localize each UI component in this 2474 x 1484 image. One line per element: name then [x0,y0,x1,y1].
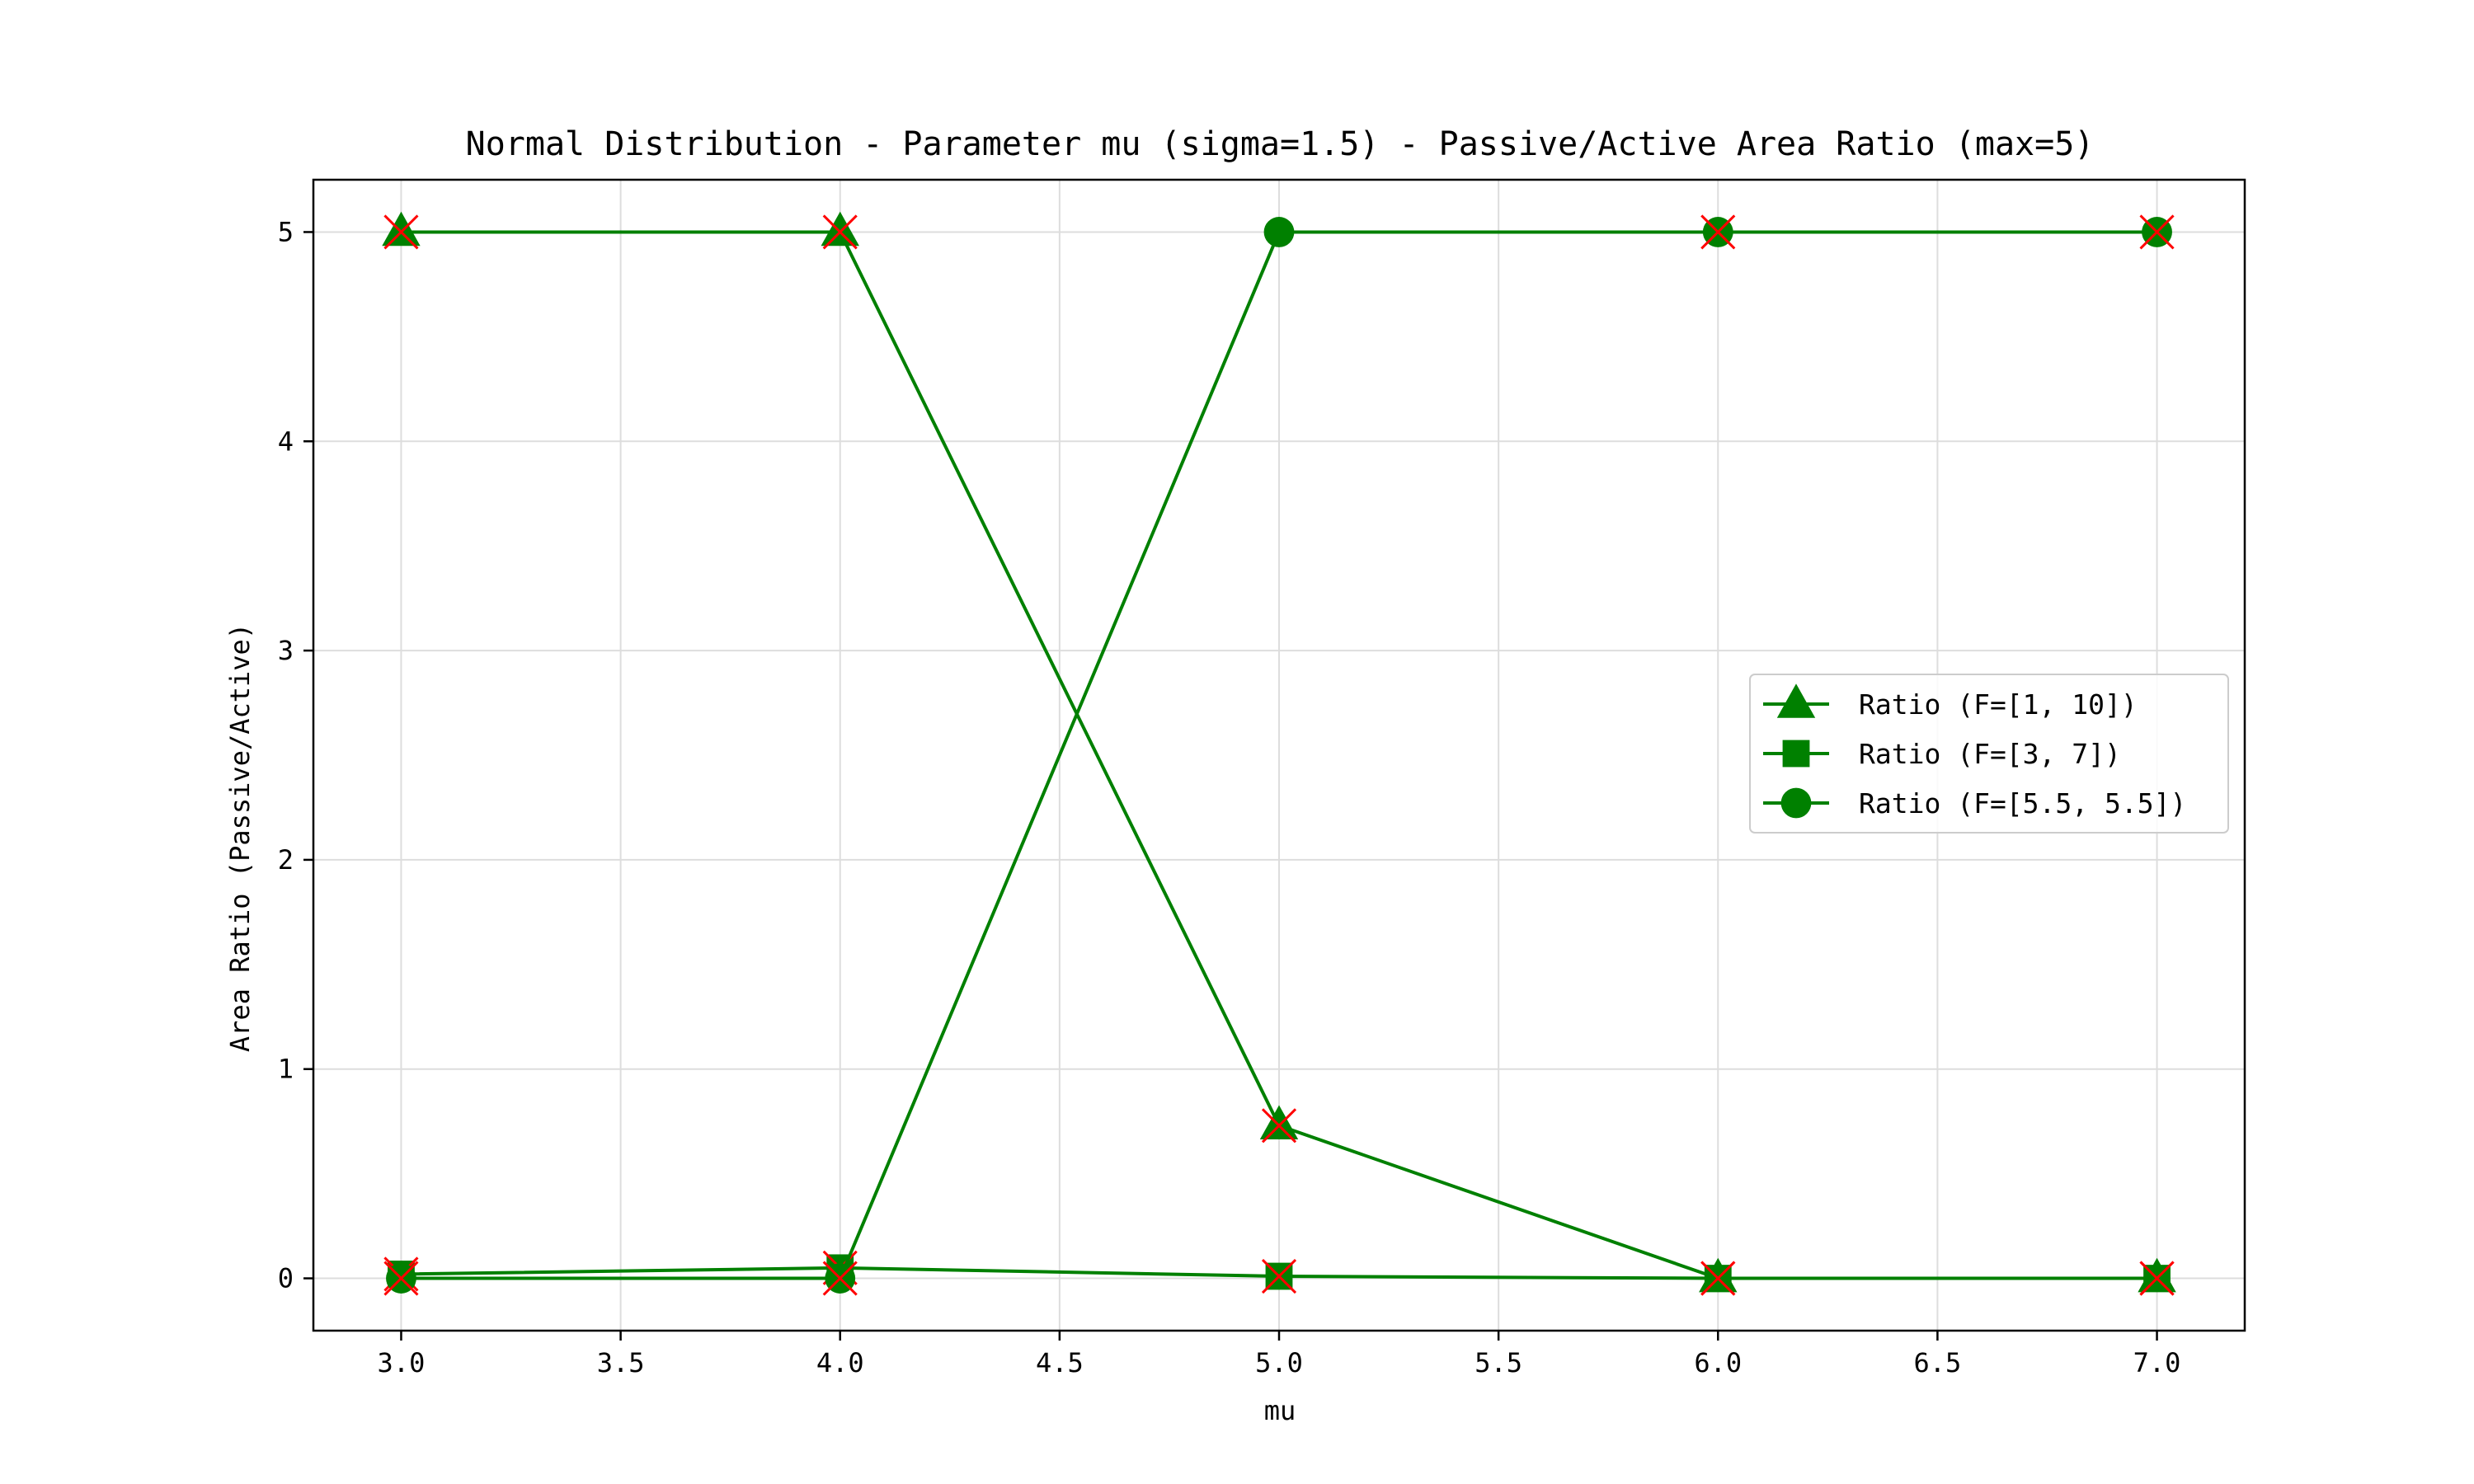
legend-label: Ratio (F=[1, 10]) [1859,688,2138,721]
x-tick-label: 5.5 [1475,1347,1522,1378]
data-point [1263,217,1295,247]
y-tick-label: 4 [278,425,294,457]
cap-marker-stroke [822,214,858,250]
legend-label: Ratio (F=[3, 7]) [1859,738,2121,770]
legend-item: Ratio (F=[1, 10]) [1763,683,2138,721]
cap-marker-stroke [383,214,419,250]
x-tick-label: 7.0 [2133,1347,2181,1378]
legend: Ratio (F=[1, 10]) Ratio (F=[3, 7]) Ratio (… [1749,674,2229,834]
x-tick-label: 4.0 [816,1347,864,1378]
plot-area: 3.0 3.5 4.0 4.5 5.0 5.5 6.0 6.5 7.0 0 1 2 3 4 5 [278,178,2246,1378]
y-tick-label: 5 [278,216,294,247]
chart-title: Normal Distribution - Parameter mu (sigm… [466,125,2095,163]
cap-marker-stroke [2139,214,2175,250]
cap-marker-stroke [1700,214,1736,250]
x-tick-label: 3.5 [597,1347,645,1378]
legend-box [1749,674,2229,834]
x-tick-label: 6.5 [1914,1347,1962,1378]
x-tick-label: 3.0 [378,1347,426,1378]
legend-marker [1776,683,1816,718]
data-point [1259,1105,1299,1140]
data-point [382,211,421,247]
cap-marker-stroke [1261,1108,1297,1144]
legend-label: Ratio (F=[5.5, 5.5]) [1859,787,2186,819]
data-point [821,211,859,247]
x-tick-label: 6.0 [1694,1347,1742,1378]
cap-marker-stroke [383,1261,419,1296]
cap-marker-stroke [822,1261,858,1296]
legend-marker [1780,787,1812,819]
y-tick-label: 0 [278,1263,294,1294]
legend-marker [1782,740,1810,768]
y-tick-label: 3 [278,635,294,666]
x-axis-label: mu [1264,1395,1296,1426]
y-tick-label: 2 [278,844,294,876]
legend-item: Ratio (F=[3, 7]) [1763,738,2121,770]
x-tick-label: 5.0 [1255,1347,1303,1378]
legend-item: Ratio (F=[5.5, 5.5]) [1763,787,2186,819]
y-tick-label: 1 [278,1054,294,1085]
series-circle [383,214,2175,1296]
cap-marker-stroke [2139,1261,2175,1296]
cap-marker-stroke [1261,1258,1297,1294]
y-axis-label: Area Ratio (Passive/Active) [224,623,256,1052]
cap-marker-stroke [1700,1261,1736,1296]
x-tick-label: 4.5 [1036,1347,1084,1378]
